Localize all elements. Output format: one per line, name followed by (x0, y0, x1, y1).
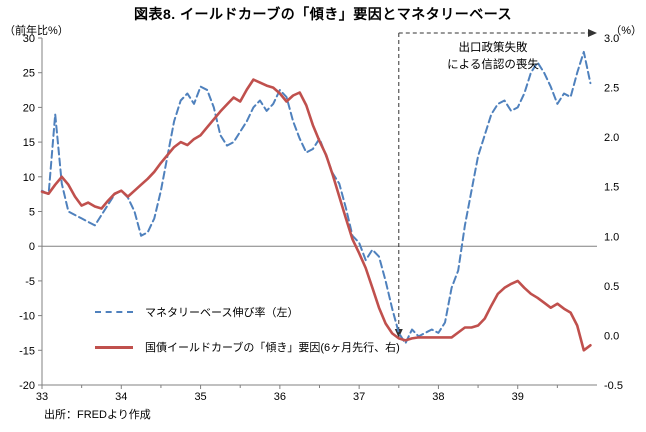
annotation-line-2: による信認の喪失 (447, 58, 539, 71)
legend-swatch-monetary-base (95, 311, 133, 313)
legend-item-monetary-base: マネタリーベース伸び率（左） (95, 304, 400, 320)
x-tick-label: 37 (353, 391, 365, 403)
annotation-line-1: 出口政策失敗 (458, 42, 528, 54)
left-tick-label: 15 (23, 137, 35, 149)
right-tick-label: -0.5 (604, 380, 623, 392)
x-tick-label: 35 (194, 391, 206, 403)
annotation-down-arrowhead (394, 329, 403, 338)
chart-title: 図表8. イールドカーブの「傾き」要因とマネタリーベース (133, 6, 513, 22)
legend-item-yield-slope: 国債イールドカーブの「傾き」要因(6ヶ月先行、右) (95, 339, 400, 355)
right-tick-label: 0.5 (604, 281, 619, 293)
left-tick-label: 0 (29, 241, 35, 253)
right-tick-label: 1.0 (604, 231, 619, 243)
right-tick-label: 0.0 (604, 330, 619, 342)
x-tick-label: 39 (512, 391, 524, 403)
legend-label-yield-slope: 国債イールドカーブの「傾き」要因(6ヶ月先行、右) (145, 342, 400, 354)
right-tick-label: 1.5 (604, 182, 619, 194)
left-tick-label: -15 (19, 345, 35, 357)
right-axis-unit-label: （%） (610, 25, 642, 37)
right-tick-label: 3.0 (604, 33, 619, 45)
x-tick-label: 38 (432, 391, 444, 403)
legend-swatch-yield-slope (95, 345, 133, 349)
left-axis-unit-label: （前年比%） (4, 25, 69, 37)
yield-curve-slope-line (40, 78, 592, 352)
legend-label-monetary-base: マネタリーベース伸び率（左） (145, 307, 299, 319)
annotation-text: 出口政策失敗 による信認の喪失 (408, 40, 578, 73)
chart-legend: マネタリーベース伸び率（左） 国債イールドカーブの「傾き」要因(6ヶ月先行、右) (95, 304, 400, 374)
left-tick-label: 10 (23, 172, 35, 184)
left-tick-label: 20 (23, 102, 35, 114)
left-tick-label: -20 (19, 380, 35, 392)
right-tick-label: 2.5 (604, 83, 619, 95)
left-tick-label: -10 (19, 311, 35, 323)
x-tick-label: 36 (274, 391, 286, 403)
monetary-base-growth-line (41, 50, 592, 345)
x-tick-label: 34 (115, 391, 127, 403)
left-tick-label: 5 (29, 207, 35, 219)
annotation-right-arrowhead (588, 29, 597, 37)
left-tick-label: 25 (23, 68, 35, 80)
left-tick-label: -5 (25, 276, 35, 288)
x-tick-label: 33 (36, 391, 48, 403)
source-note: 出所：FREDより作成 (44, 409, 151, 421)
right-tick-label: 2.0 (604, 132, 619, 144)
left-tick-label: 30 (23, 33, 35, 45)
